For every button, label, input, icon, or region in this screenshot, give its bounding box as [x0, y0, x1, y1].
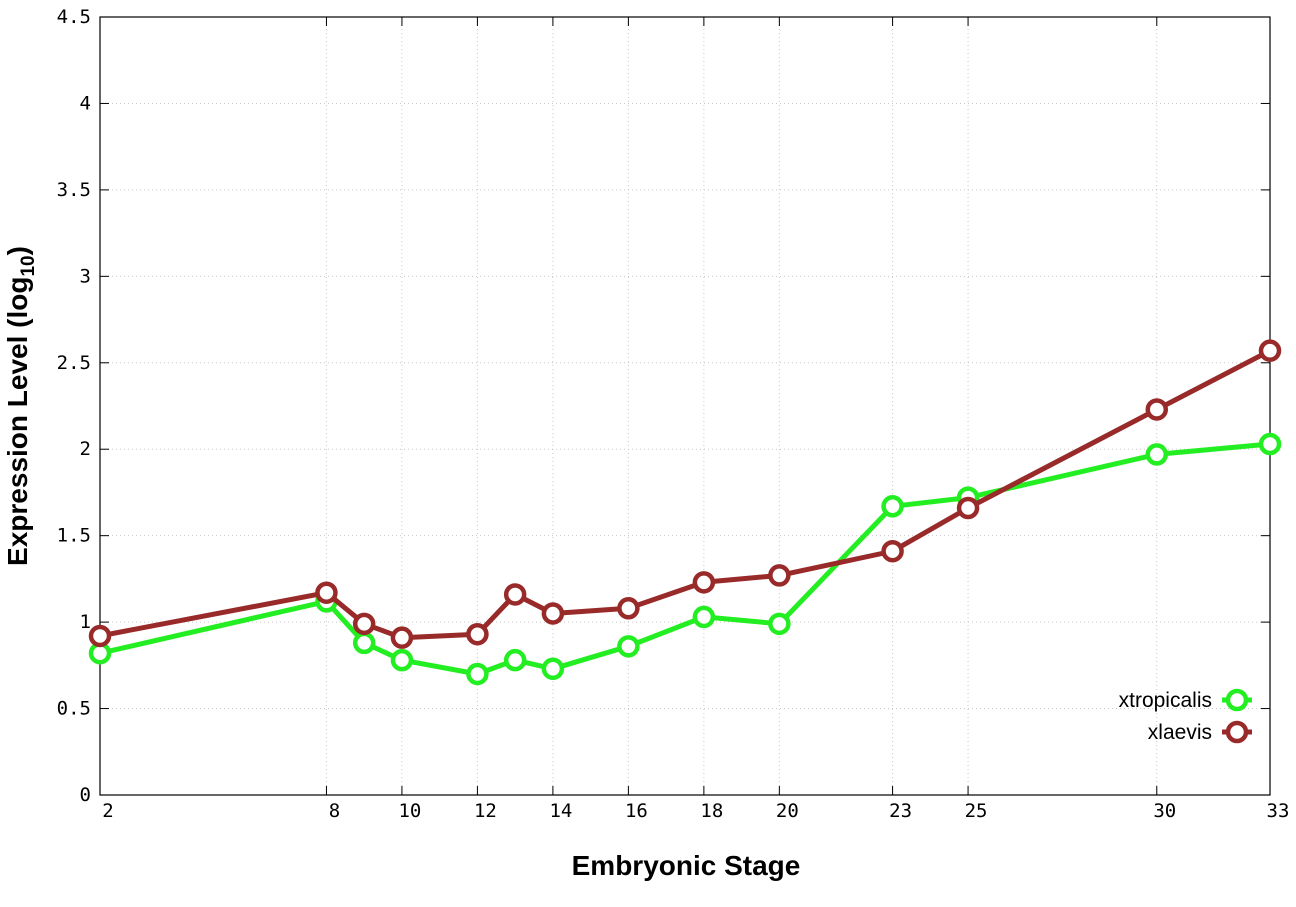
data-point-xtropicalis	[541, 657, 565, 681]
data-point-xtropicalis	[692, 605, 716, 629]
x-tick-label: 12	[474, 800, 497, 822]
x-tick-label: 14	[549, 800, 572, 822]
series-line-xlaevis	[97, 348, 1273, 641]
y-tick-label: 4.5	[57, 6, 91, 28]
data-point-xtropicalis	[1145, 443, 1169, 466]
y-tick-label: 0	[80, 784, 91, 806]
data-point-xlaevis	[768, 564, 791, 587]
x-tick-label: 18	[700, 800, 723, 822]
data-point-xtropicalis	[617, 635, 640, 658]
data-point-xtropicalis	[466, 662, 489, 686]
legend-swatch-marker-xtropicalis	[1225, 688, 1249, 712]
legend: xtropicalis xlaevis	[1119, 688, 1252, 744]
data-point-xlaevis	[1145, 398, 1169, 421]
y-tick-label: 1	[80, 611, 91, 633]
legend-label-xtropicalis: xtropicalis	[1119, 689, 1212, 712]
x-tick-label: 33	[1267, 800, 1290, 822]
data-point-xlaevis	[466, 622, 489, 646]
y-tick-label: 3	[80, 265, 91, 287]
y-tick-label: 2.5	[57, 352, 91, 374]
data-point-xlaevis	[881, 539, 904, 563]
data-point-xlaevis	[692, 571, 716, 594]
y-axis-title-suffix: )	[2, 246, 33, 255]
data-point-xtropicalis	[390, 648, 414, 672]
series-xlaevis	[88, 339, 1282, 649]
y-tick-label: 3.5	[57, 179, 91, 201]
x-tick-label: 10	[398, 800, 421, 822]
series-line-xtropicalis	[97, 441, 1273, 677]
data-point-xlaevis	[617, 597, 640, 620]
x-tick-label: 23	[889, 800, 912, 822]
data-point-xtropicalis	[881, 495, 904, 518]
axis-ticks: 0 0.5 1 1.5 2 2.5 3 3.5 4 4.5 2 8 10 12 14 16 18 20 23 25 30…	[57, 6, 1290, 822]
data-point-xlaevis	[1258, 339, 1282, 362]
x-axis-title: Embryonic Stage	[572, 850, 801, 881]
x-tick-label: 2	[102, 800, 113, 822]
data-point-xtropicalis	[768, 612, 791, 636]
x-tick-label: 25	[965, 800, 988, 822]
legend-swatch-marker-xlaevis	[1225, 720, 1249, 744]
data-point-xlaevis	[956, 496, 980, 520]
x-tick-label: 8	[329, 800, 340, 822]
x-tick-label: 30	[1153, 800, 1176, 822]
series-xtropicalis	[88, 432, 1282, 686]
x-tick-label: 16	[625, 800, 648, 822]
data-point-xlaevis	[541, 602, 565, 625]
grid-lines	[100, 17, 1270, 795]
data-point-xlaevis	[88, 624, 112, 648]
series-layer	[88, 339, 1282, 686]
data-point-xlaevis	[352, 612, 376, 636]
data-point-xtropicalis	[1258, 432, 1282, 456]
legend-label-xlaevis: xlaevis	[1148, 721, 1212, 744]
y-tick-label: 2	[80, 438, 91, 460]
y-tick-label: 0.5	[57, 698, 91, 720]
y-tick-label: 4	[80, 92, 91, 114]
x-tick-label: 20	[776, 800, 799, 822]
y-axis-title-main: Expression Level (log	[2, 277, 33, 566]
data-point-xtropicalis	[352, 631, 376, 655]
y-axis-title-subscript: 10	[18, 255, 39, 276]
data-point-xlaevis	[315, 581, 338, 604]
data-point-xtropicalis	[503, 648, 527, 672]
plot-area-frame	[99, 16, 1271, 796]
y-tick-label: 1.5	[57, 525, 91, 547]
data-point-xlaevis	[503, 583, 527, 606]
data-point-xlaevis	[390, 626, 414, 649]
y-axis-title: Expression Level (log10)	[2, 246, 39, 566]
